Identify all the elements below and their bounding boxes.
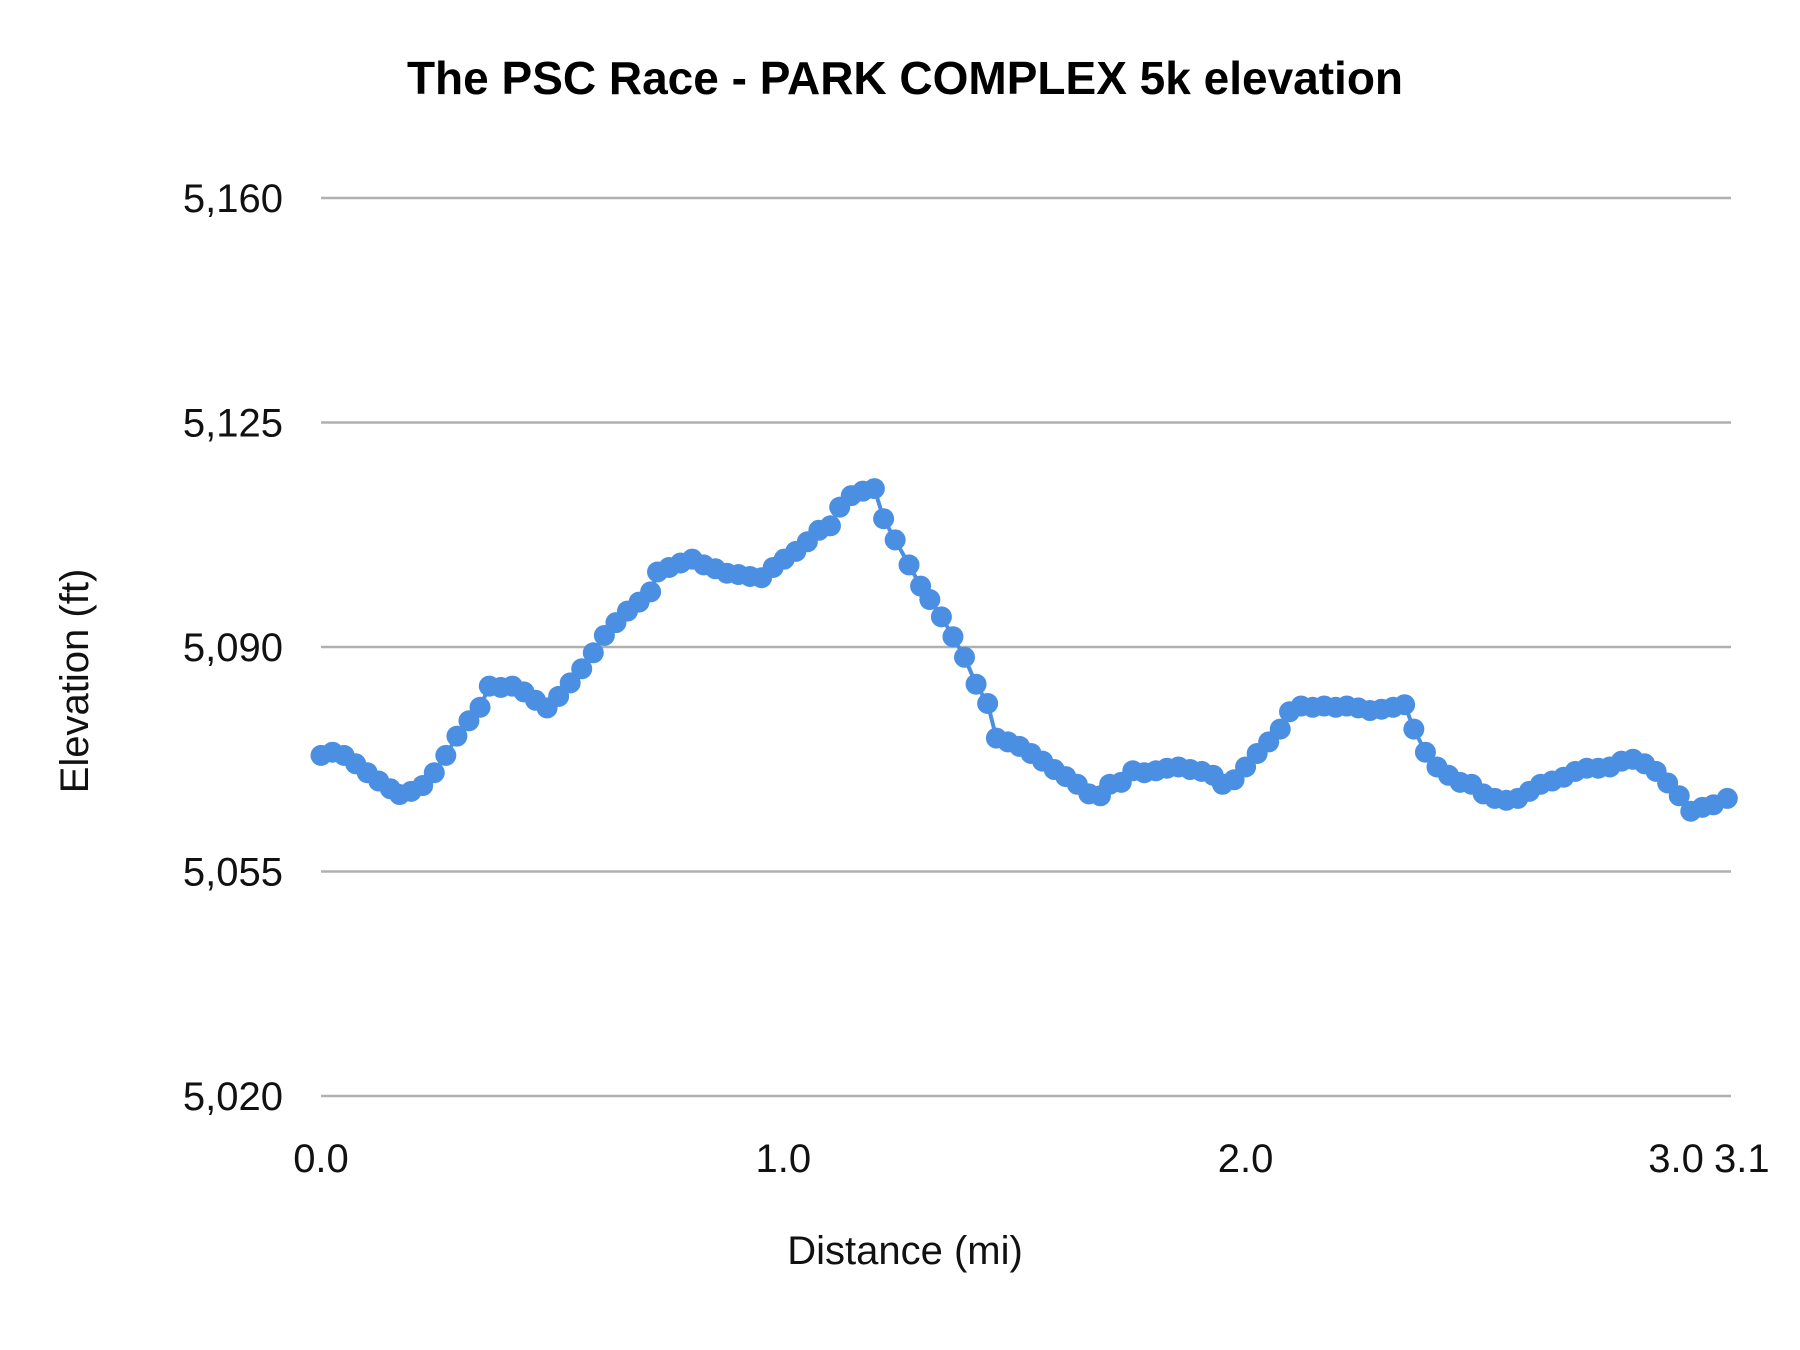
data-point	[1403, 718, 1425, 740]
data-point	[1668, 785, 1690, 807]
series-elevation	[310, 478, 1738, 822]
data-point	[819, 515, 841, 537]
data-point	[942, 626, 964, 648]
y-tick-label: 5,055	[183, 851, 283, 895]
data-point	[863, 478, 885, 500]
data-point	[559, 672, 581, 694]
data-point	[898, 554, 920, 576]
data-point	[954, 646, 976, 668]
y-axis-ticks: 5,020 5,055 5,090 5,125 5,160	[183, 177, 283, 1119]
data-point	[977, 692, 999, 714]
x-axis-ticks: 0.0 1.0 2.0 3.0 3.1	[293, 1137, 1769, 1181]
data-point	[469, 696, 491, 718]
gridlines	[321, 196, 1731, 1098]
x-axis-title: Distance (mi)	[787, 1229, 1023, 1273]
data-point	[423, 762, 445, 784]
y-tick-label: 5,020	[183, 1075, 283, 1119]
data-point	[1716, 787, 1738, 809]
data-point	[873, 508, 895, 530]
series-line	[320, 486, 1729, 814]
data-point	[1394, 694, 1416, 716]
y-tick-label: 5,090	[183, 626, 283, 670]
x-tick-label: 3.0	[1648, 1137, 1704, 1181]
chart-title: The PSC Race - PARK COMPLEX 5k elevation	[407, 52, 1403, 104]
y-tick-label: 5,125	[183, 402, 283, 446]
x-tick-label: 3.1	[1714, 1137, 1770, 1181]
data-point	[1414, 741, 1436, 763]
data-point	[446, 725, 468, 747]
data-point	[435, 744, 457, 766]
data-point	[930, 606, 952, 628]
data-point	[640, 581, 662, 603]
y-axis-title: Elevation (ft)	[53, 569, 97, 794]
data-point	[919, 589, 941, 611]
data-point	[965, 673, 987, 695]
data-point	[1269, 718, 1291, 740]
x-tick-label: 1.0	[755, 1137, 811, 1181]
data-point	[582, 642, 604, 664]
data-point	[884, 529, 906, 551]
x-tick-label: 2.0	[1218, 1137, 1274, 1181]
data-point	[571, 658, 593, 680]
x-tick-label: 0.0	[293, 1137, 349, 1181]
y-tick-label: 5,160	[183, 177, 283, 221]
